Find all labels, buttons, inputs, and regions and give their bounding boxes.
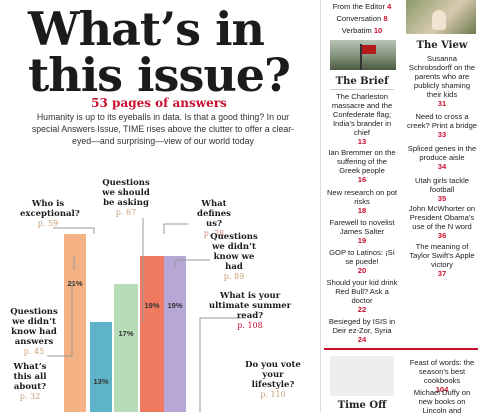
bar-label-4: 19% <box>167 301 182 310</box>
question-defines-us[interactable]: What defines us? p. 78 <box>197 199 231 238</box>
bar-label-2: 17% <box>118 329 133 338</box>
bar-label-3: 19% <box>144 301 159 310</box>
brief-item-salter[interactable]: Farewell to novelist James Salter 19 <box>329 218 395 245</box>
question-should-ask[interactable]: Questions we should be asking p. 67 <box>102 178 150 217</box>
duffy-item[interactable]: Michael Duffy on new books on Lincoln an… <box>413 388 471 415</box>
bar-3 <box>140 256 164 412</box>
answers-chart: 21% 13% 17% 19% 19% <box>47 218 246 412</box>
brief-rule <box>330 89 394 90</box>
brief-heading: The Brief <box>335 76 389 87</box>
view-item-genes[interactable]: Spliced genes in the produce aisle 34 <box>407 144 477 171</box>
bar-label-1: 13% <box>93 377 108 386</box>
brief-item-isis[interactable]: Besieged by ISIS in Deir ez-Zor, Syria 24 <box>328 317 396 344</box>
toc-verbatim[interactable]: Verbatim 10 <box>341 26 383 35</box>
bar-0 <box>64 234 86 412</box>
brief-photo <box>330 40 396 70</box>
subhead: 53 pages of answers <box>91 96 227 110</box>
question-didnt-know[interactable]: Questions we didn’t know we had p. 89 <box>210 232 258 281</box>
section-divider <box>324 348 478 350</box>
bar-label-0: 21% <box>67 279 82 288</box>
brief-item-bremmer[interactable]: Ian Bremmer on the suffering of the Gree… <box>328 148 396 184</box>
brief-item-charleston[interactable]: The Charleston massacre and the Confeder… <box>331 92 393 146</box>
view-item-schrobsdorff[interactable]: Susanna Schrobsdorff on the parents who … <box>408 54 476 108</box>
brief-item-redbull[interactable]: Should your kid drink Red Bull? Ask a do… <box>326 278 398 314</box>
bar-1 <box>90 322 112 412</box>
question-all-about[interactable]: What’s this all about? p. 32 <box>13 362 47 401</box>
intro-text: Humanity is up to its eyeballs in data. … <box>31 112 295 146</box>
question-vote-lifestyle[interactable]: Do you vote your lifestyle? p. 110 <box>245 360 301 399</box>
view-item-swift[interactable]: The meaning of Taylor Swift’s Apple vict… <box>409 242 475 278</box>
column-divider <box>320 0 321 412</box>
toc-editor[interactable]: From the Editor 4 <box>332 2 392 11</box>
question-summer-read[interactable]: What is your ultimate summer read? p. 10… <box>208 291 292 330</box>
question-had-answers[interactable]: Questions we didn’t know had answers p. … <box>10 307 58 356</box>
view-heading: The View <box>416 40 468 51</box>
time-off-photo <box>330 356 394 396</box>
page-title: What’s in this issue? <box>28 2 291 102</box>
view-photo <box>406 0 476 34</box>
view-item-utah[interactable]: Utah girls tackle football 35 <box>414 176 470 203</box>
toc-conversation[interactable]: Conversation 8 <box>336 14 388 23</box>
bar-4 <box>164 256 186 412</box>
brief-item-gop[interactable]: GOP to Latinos: ¡Sí se puede! 20 <box>329 248 395 275</box>
bar-2 <box>114 284 138 412</box>
brief-item-pot[interactable]: New research on pot risks 18 <box>326 188 398 215</box>
feast-item[interactable]: Feast of words: the season’s best cookbo… <box>409 358 475 394</box>
question-exceptional[interactable]: Who is exceptional? p. 59 <box>20 199 80 228</box>
view-item-mcwhorter[interactable]: John McWhorter on President Obama’s use … <box>408 204 476 240</box>
time-off-heading: Time Off <box>337 400 387 411</box>
view-item-bridge[interactable]: Need to cross a creek? Print a bridge 33 <box>406 112 478 139</box>
